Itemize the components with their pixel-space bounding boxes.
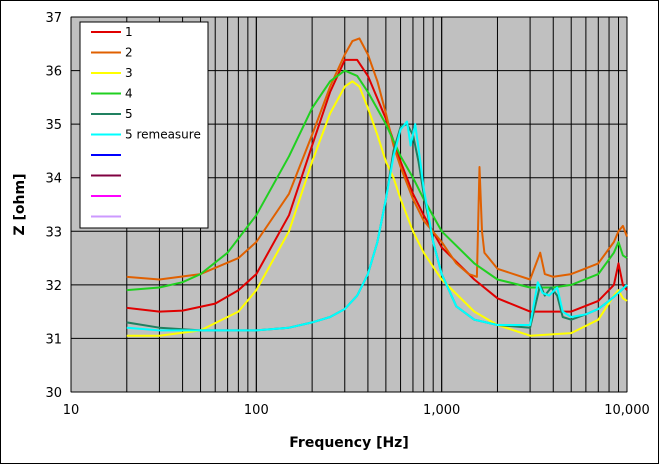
y-tick-label-6: 36 (45, 65, 62, 80)
y-tick-label-0: 30 (45, 386, 62, 401)
x-axis-ticks: 10 100 1,000 10,000 (63, 403, 650, 418)
y-axis-ticks: 30 31 32 33 34 35 36 37 (45, 11, 62, 401)
y-tick-label-3: 33 (45, 225, 62, 240)
legend: 1 2 3 4 5 5 remeasure (79, 21, 209, 229)
legend-label-3: 4 (125, 87, 133, 101)
x-tick-label-1: 100 (244, 403, 269, 418)
y-tick-label-2: 32 (45, 279, 62, 294)
x-tick-label-0: 10 (63, 403, 80, 418)
legend-label-1: 2 (125, 46, 133, 60)
legend-label-0: 1 (125, 25, 133, 39)
y-axis-title: Z [ohm] (12, 174, 28, 236)
y-tick-label-4: 34 (45, 172, 62, 187)
x-tick-label-3: 10,000 (604, 403, 650, 418)
y-tick-label-1: 31 (45, 332, 62, 347)
x-tick-label-2: 1,000 (423, 403, 460, 418)
series-line-3 (126, 69, 628, 292)
y-tick-label-5: 35 (45, 118, 62, 133)
series-line-1 (126, 37, 628, 281)
series-lines (126, 37, 628, 337)
y-tick-label-7: 37 (45, 11, 62, 26)
series-line-5 (126, 120, 628, 332)
x-axis-title: Frequency [Hz] (289, 435, 408, 451)
legend-label-5: 5 remeasure (125, 128, 201, 142)
legend-label-4: 5 (125, 107, 133, 121)
legend-box (79, 21, 209, 229)
legend-label-2: 3 (125, 66, 133, 80)
